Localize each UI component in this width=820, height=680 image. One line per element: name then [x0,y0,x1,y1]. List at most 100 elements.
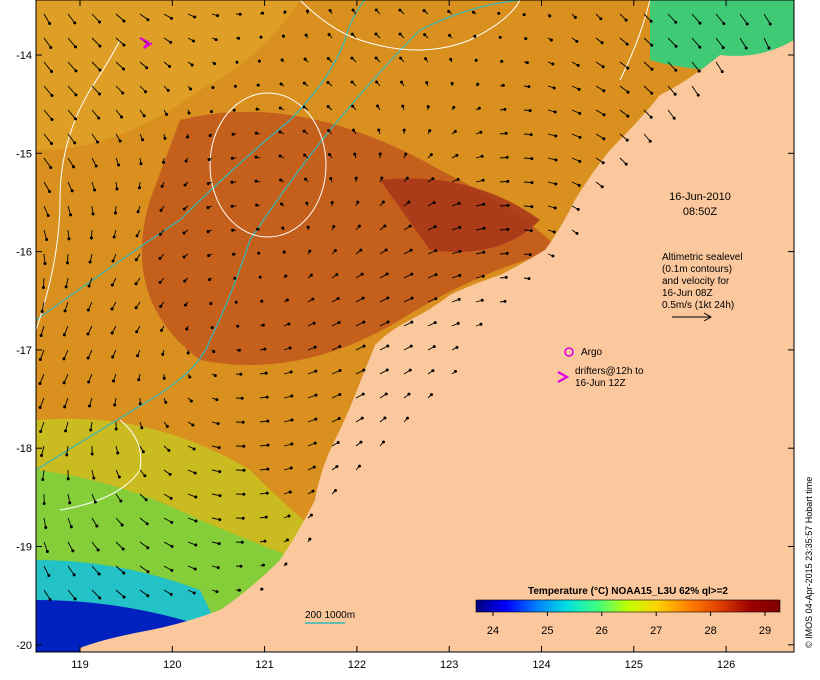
velocity-arrow-head [458,249,462,253]
velocity-arrow-head [528,109,532,113]
velocity-arrow-head [600,185,604,189]
velocity-arrow-head [241,516,245,520]
velocity-arrow-head [261,563,265,567]
velocity-arrow-head [374,32,378,36]
velocity-arrow-head [362,344,366,348]
velocity-arrow-head [386,296,390,300]
velocity-arrow [63,373,69,384]
plot-border [35,0,795,653]
velocity-arrow-head [279,82,283,86]
velocity-arrow-head [328,152,332,156]
velocity-arrow-head [500,59,504,63]
velocity-arrow-head [233,276,237,280]
velocity-arrow-head [170,16,174,20]
velocity-arrow-head [302,129,306,133]
velocity-arrow [63,349,69,360]
velocity-arrow [139,13,149,21]
velocity-arrow-head [447,9,451,13]
northwest-warm [36,0,300,150]
velocity-arrow-head [216,566,220,570]
velocity-arrow-head [578,159,582,163]
velocity-arrow-head [305,201,309,205]
velocity-arrow-head [261,323,265,327]
velocity-arrow-head [338,344,342,348]
warm-pool [141,111,560,366]
velocity-arrow-head [96,140,100,144]
velocity-arrow [67,133,76,144]
velocity-arrow-head [506,227,510,231]
velocity-arrow-head [577,87,581,91]
velocity-arrow-head [308,249,312,253]
velocity-arrow-head [553,206,557,210]
velocity-arrow-head [97,572,101,576]
velocity-arrow-head [182,231,186,235]
velocity-arrow-head [182,255,186,259]
velocity-arrow-head [98,20,102,24]
velocity-arrow-head [288,346,292,350]
velocity-arrow-head [40,454,44,458]
velocity-arrow [115,13,125,22]
velocity-arrow-head [192,39,196,43]
velocity-arrow-head [182,207,186,211]
velocity-arrow-head [337,320,341,324]
velocity-arrow-head [449,57,453,61]
velocity-arrow-head [232,108,236,112]
velocity-arrow-head [407,200,411,204]
lat-tick-label: -15 [16,148,32,160]
velocity-arrow-head [238,12,242,16]
velocity-arrow-head [183,279,187,283]
velocity-arrow-head [649,19,653,23]
velocity-arrow-head [480,154,484,158]
velocity-arrow-head [208,134,212,138]
isobath-legend: 200 1000m [305,610,355,624]
velocity-arrow-head [254,155,258,159]
velocity-arrow-head [261,11,265,15]
velocity-arrow-head [602,113,606,117]
velocity-arrow-head [360,272,364,276]
velocity-arrow-head [768,22,772,26]
sealevel-contour-northeast [619,0,651,81]
velocity-arrow-head [86,332,90,336]
velocity-arrow-head [115,187,119,191]
velocity-arrow-head [67,237,71,241]
velocity-arrow-head [336,296,340,300]
velocity-arrow-head [476,82,480,86]
velocity-arrow-head [380,176,384,180]
velocity-arrow-head [551,254,555,258]
velocity-arrow [115,589,125,598]
velocity-arrow-head [136,354,140,358]
velocity-arrow-head [63,309,67,313]
velocity-arrow-head [428,129,432,133]
velocity-arrow-head [44,526,48,530]
velocity-arrow [67,157,74,168]
velocity-arrow-head [169,40,173,44]
velocity-arrow-head [74,117,78,121]
velocity-arrow-head [673,92,677,96]
velocity-arrow [739,13,748,25]
velocity-arrow-head [97,116,101,120]
velocity-arrow-head [314,393,318,397]
velocity-arrow-head [231,228,235,232]
velocity-arrow [67,565,75,576]
velocity-arrow [43,565,50,576]
velocity-arrow [763,13,771,25]
velocity-arrow-head [281,226,285,230]
altimetry-line-4: 16-Jun 08Z [662,288,713,299]
velocity-arrow-head [281,34,285,38]
velocity-scale-arrow [672,312,713,322]
velocity-arrow-head [88,404,92,408]
velocity-arrow-head [121,91,125,95]
velocity-arrow-head [210,326,214,330]
velocity-arrow [43,541,48,552]
velocity-arrow-head [48,190,52,194]
velocity-arrow-head [357,224,361,228]
velocity-arrow-head [426,105,430,109]
velocity-arrow-head [335,272,339,276]
velocity-arrow-head [218,494,222,498]
velocity-arrow-head [212,350,216,354]
velocity-arrow-head [48,22,52,26]
altimetry-line-3: and velocity for [662,276,730,287]
velocity-arrow-head [290,418,294,422]
velocity-arrow-head [39,334,43,338]
velocity-arrow-head [136,210,140,214]
